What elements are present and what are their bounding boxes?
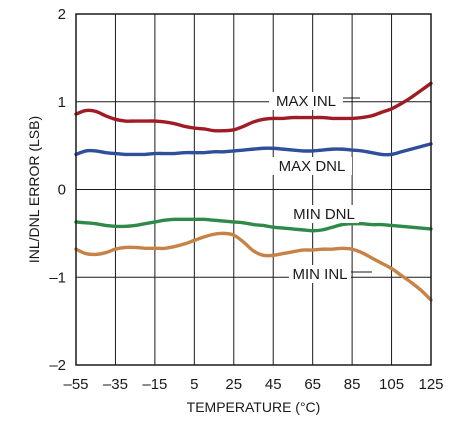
annotation-backing [289, 205, 359, 223]
y-tick-label: 0 [58, 182, 66, 199]
y-tick-label: 1 [58, 94, 66, 111]
annotation-backing [269, 92, 343, 110]
x-tick-label: 105 [379, 376, 404, 393]
annotation-backing [272, 157, 352, 175]
series-layer [74, 81, 433, 302]
max-inl-annotation: MAX INL [276, 93, 336, 110]
plot-frame [75, 13, 432, 366]
annotation-backing [289, 265, 351, 283]
x-tick-label: 25 [225, 376, 242, 393]
x-tick-label: 5 [190, 376, 198, 393]
x-tick-label: –55 [63, 376, 88, 393]
max-dnl-annotation: MAX DNL [279, 158, 346, 175]
x-tick-label: 125 [418, 376, 443, 393]
x-tick-labels: –55 –35 –15 5 25 45 65 85 105 125 [63, 376, 443, 393]
min-dnl-line [74, 217, 433, 233]
y-tick-label: –1 [49, 269, 66, 286]
min-dnl-annotation: MIN DNL [293, 206, 355, 223]
grid [76, 14, 431, 365]
min-inl-line [74, 231, 433, 302]
y-axis-label: INL/DNL ERROR (LSB) [26, 116, 42, 263]
x-tick-label: 45 [265, 376, 282, 393]
x-tick-label: –35 [103, 376, 128, 393]
y-tick-label: 2 [58, 6, 66, 23]
x-tick-label: 65 [304, 376, 321, 393]
min-inl-annotation: MIN INL [292, 266, 347, 283]
y-tick-label: –2 [49, 357, 66, 374]
max-inl-line [74, 81, 433, 133]
max-dnl-line [74, 142, 433, 157]
annotation-layer: MAX INL MAX DNL MIN DNL MIN INL [269, 92, 372, 283]
x-tick-label: –15 [142, 376, 167, 393]
x-axis-label: TEMPERATURE (°C) [187, 399, 321, 415]
y-tick-labels: –2 –1 0 1 2 [49, 6, 66, 374]
x-tick-label: 85 [344, 376, 361, 393]
